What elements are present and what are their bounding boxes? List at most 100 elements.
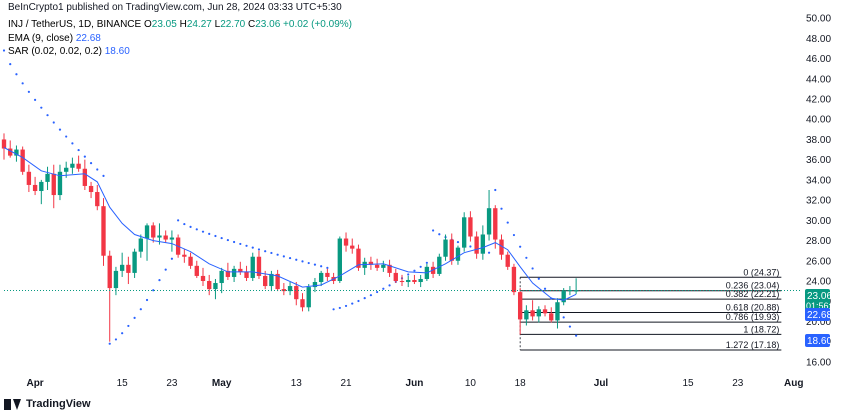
candle-body bbox=[412, 279, 417, 283]
candle bbox=[70, 157, 75, 174]
candle bbox=[393, 268, 398, 284]
candle-body bbox=[51, 173, 56, 196]
sar-dot bbox=[512, 233, 516, 237]
sar-dot bbox=[326, 266, 329, 269]
sar-dot bbox=[369, 294, 373, 297]
candle-body bbox=[14, 149, 19, 156]
sar-dot bbox=[239, 242, 242, 246]
candle-body bbox=[517, 292, 523, 320]
legend-ema-value: 22.68 bbox=[75, 32, 101, 44]
candle-body bbox=[356, 248, 361, 268]
candle-body bbox=[542, 309, 548, 314]
fib-level-label: 0.382 (22.21) bbox=[726, 289, 780, 299]
legend-sar-row[interactable]: SAR (0.02, 0.02, 0.2) 18.60 bbox=[8, 45, 352, 59]
sar-badge-bg bbox=[805, 334, 830, 347]
candle-body bbox=[493, 208, 498, 240]
time-axis[interactable]: Apr 15 23 May 13 21 Jun 10 18 Jul 15 23 Aug bbox=[26, 378, 803, 389]
candle-body bbox=[182, 254, 187, 257]
sar-dot bbox=[382, 287, 385, 290]
candle bbox=[20, 146, 25, 175]
sar-badge: 18.60 bbox=[807, 336, 832, 347]
sar-dot bbox=[96, 168, 99, 171]
candle bbox=[88, 181, 94, 199]
candle-body bbox=[561, 291, 566, 303]
sar-dot bbox=[351, 302, 354, 305]
candle-body bbox=[238, 268, 243, 272]
last-price-badge: 23.06 bbox=[807, 291, 832, 302]
candle bbox=[194, 260, 199, 278]
candle bbox=[51, 164, 56, 209]
candle-body bbox=[393, 272, 398, 281]
legend-sar-value: 18.60 bbox=[104, 46, 130, 57]
time-tick-label: 10 bbox=[465, 378, 477, 389]
candle-body bbox=[39, 181, 44, 192]
candle-body bbox=[511, 266, 517, 293]
legend-low-label: L bbox=[214, 19, 221, 30]
sar-dot bbox=[40, 106, 43, 109]
sar-dot bbox=[288, 256, 292, 260]
sar-dot bbox=[139, 308, 142, 311]
candle-body bbox=[219, 270, 224, 284]
candle-body bbox=[151, 225, 156, 238]
sar-dot bbox=[189, 225, 192, 228]
candle-body bbox=[231, 268, 237, 277]
candle bbox=[455, 245, 461, 265]
sar-dot bbox=[307, 261, 310, 265]
sar-dot bbox=[276, 253, 279, 256]
candle bbox=[542, 305, 548, 317]
candle bbox=[362, 257, 367, 275]
sar-dot bbox=[127, 324, 130, 328]
candle bbox=[182, 248, 187, 263]
candle-body bbox=[138, 238, 143, 252]
candle bbox=[138, 234, 143, 258]
sar-dot bbox=[357, 299, 360, 303]
sar-dot bbox=[114, 338, 118, 341]
candle bbox=[499, 234, 504, 260]
legend-symbol[interactable]: INJ / TetherUS, 1D, BINANCE bbox=[8, 19, 142, 30]
legend-close: 23.06 bbox=[255, 19, 281, 30]
candle-body bbox=[381, 264, 386, 268]
price-tick-label: 34.00 bbox=[806, 175, 831, 186]
candle-body bbox=[530, 310, 535, 317]
sar-dot bbox=[58, 128, 62, 131]
parabolic-sar-dots bbox=[2, 49, 578, 345]
candle bbox=[101, 198, 106, 266]
candle bbox=[144, 223, 150, 261]
sar-dot bbox=[531, 267, 534, 270]
candle bbox=[39, 179, 44, 205]
candle-body bbox=[306, 287, 311, 308]
sar-dot bbox=[2, 49, 6, 52]
candle-body bbox=[256, 256, 262, 276]
candle-body bbox=[200, 275, 206, 281]
fibonacci-retracement[interactable]: 0 (24.37) 0.236 (23.04)0.382 (22.21) 0.618… bbox=[519, 267, 782, 351]
sar-dot bbox=[15, 73, 18, 76]
candle bbox=[287, 282, 293, 296]
candle-body bbox=[250, 256, 255, 278]
sar-dot bbox=[568, 325, 572, 328]
candle-body bbox=[325, 272, 330, 277]
sar-dot bbox=[158, 279, 161, 282]
candle bbox=[486, 190, 492, 241]
candle bbox=[399, 274, 405, 287]
candle-body bbox=[82, 168, 88, 186]
candle-body bbox=[76, 163, 81, 169]
candle bbox=[256, 250, 262, 279]
sar-dot bbox=[164, 268, 167, 271]
candle-body bbox=[462, 217, 467, 248]
candle bbox=[337, 236, 342, 284]
candle bbox=[511, 263, 517, 296]
candle bbox=[275, 269, 280, 292]
tradingview-watermark[interactable]: TradingView bbox=[4, 398, 91, 410]
sar-dot bbox=[519, 245, 522, 248]
sar-dot bbox=[77, 148, 80, 152]
price-badges: 23.06 01:56:33 22.68 18.60 bbox=[805, 289, 841, 347]
sar-dot bbox=[170, 257, 174, 260]
sar-dot bbox=[419, 265, 422, 268]
sar-dot bbox=[313, 263, 317, 266]
legend-ohlc-row[interactable]: INJ / TetherUS, 1D, BINANCE O23.05 H24.2… bbox=[8, 18, 352, 32]
candle bbox=[157, 223, 162, 245]
legend-ema-row[interactable]: EMA (9, close) 22.68 bbox=[8, 32, 352, 46]
sar-dot bbox=[525, 256, 528, 259]
candle bbox=[437, 253, 442, 276]
